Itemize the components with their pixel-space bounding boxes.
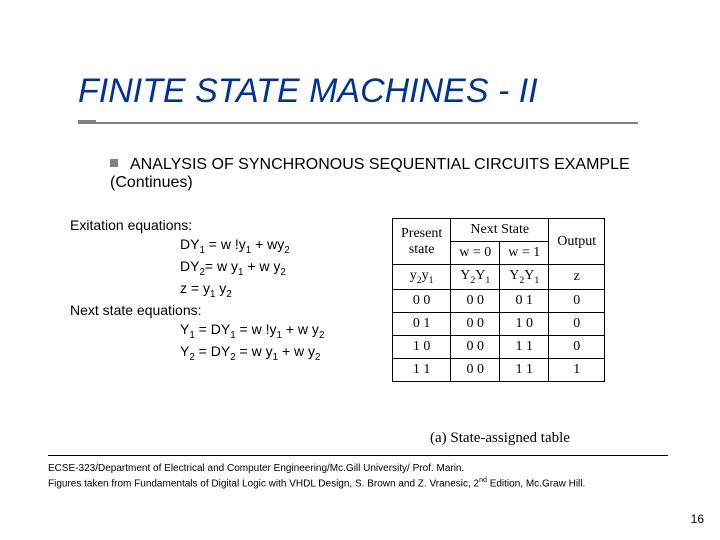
td-z: 0	[549, 335, 605, 358]
nextstate-heading: Next state equations:	[70, 301, 360, 320]
th-sub: 1	[485, 275, 490, 286]
page-number: 16	[691, 512, 704, 526]
eq-sub: 2	[284, 245, 289, 256]
eq-dy2: DY2= w y1 + w y2	[70, 257, 360, 279]
td-ps: 1 1	[393, 358, 451, 381]
td-z: 0	[549, 312, 605, 335]
footer-text: ECSE-323/Department of Electrical and Co…	[48, 462, 678, 490]
th-output: Output	[549, 219, 605, 265]
eq-text: y	[215, 280, 226, 296]
td-w1: 1 0	[500, 312, 549, 335]
eq-text: z = y	[180, 280, 210, 296]
state-table-wrap: Present state Next State Output w = 0 w …	[392, 218, 605, 382]
td-w0: 0 0	[451, 312, 500, 335]
eq-text: = w y	[205, 258, 238, 274]
footer-line2a: Figures taken from Fundamentals of Digit…	[48, 478, 479, 489]
td-w0: 0 0	[451, 335, 500, 358]
th-sub: 1	[534, 275, 539, 286]
eq-text: DY	[180, 258, 199, 274]
th-text: Y	[460, 268, 470, 283]
td-ps: 0 0	[393, 289, 451, 312]
th-w1: w = 1	[500, 242, 549, 265]
eq-dy1: DY1 = w !y1 + wy2	[70, 235, 360, 257]
footer-divider	[48, 455, 668, 456]
footer-line1: ECSE-323/Department of Electrical and Co…	[48, 463, 464, 474]
eq-text: Y	[180, 321, 189, 337]
eq-text: = w !y	[205, 236, 246, 252]
th-present-state: Present state	[393, 219, 451, 265]
th-text: y	[422, 268, 429, 283]
eq-text: + wy	[251, 236, 284, 252]
td-ps: 0 1	[393, 312, 451, 335]
bullet-line: ANALYSIS OF SYNCHRONOUS SEQUENTIAL CIRCU…	[110, 156, 650, 192]
eq-text: = w y	[236, 343, 273, 359]
slide: FINITE STATE MACHINES - II ANALYSIS OF S…	[0, 0, 720, 540]
td-w1: 1 1	[500, 358, 549, 381]
th-text: y	[410, 268, 417, 283]
th-y2y1: y2y1	[393, 265, 451, 290]
th-text: Y	[524, 268, 534, 283]
th-w0: w = 0	[451, 242, 500, 265]
eq-text: + w y	[282, 321, 319, 337]
bullet-text: ANALYSIS OF SYNCHRONOUS SEQUENTIAL CIRCU…	[110, 156, 630, 191]
td-w1: 0 1	[500, 289, 549, 312]
title-underline	[78, 122, 638, 124]
table-caption: (a) State-assigned table	[430, 430, 570, 447]
state-table: Present state Next State Output w = 0 w …	[392, 218, 605, 382]
th-text: Present	[401, 226, 442, 241]
th-z: z	[549, 265, 605, 290]
th-next-state: Next State	[451, 219, 549, 242]
td-w0: 0 0	[451, 358, 500, 381]
eq-ny2: Y2 = DY2 = w y1 + w y2	[70, 342, 360, 364]
th-text: Y	[509, 268, 519, 283]
table-row: Present state Next State Output	[393, 219, 605, 242]
th-sub: 1	[429, 275, 434, 286]
th-text: state	[409, 242, 435, 257]
eq-text: = DY	[195, 343, 230, 359]
footer-line2b: Edition, Mc.Graw Hill.	[487, 478, 585, 489]
td-w1: 1 1	[500, 335, 549, 358]
eq-text: = w !y	[236, 321, 277, 337]
th-Y2Y1-w0: Y2Y1	[451, 265, 500, 290]
th-text: Y	[475, 268, 485, 283]
table-row: 0 1 0 0 1 0 0	[393, 312, 605, 335]
eq-text: = DY	[195, 321, 230, 337]
th-Y2Y1-w1: Y2Y1	[500, 265, 549, 290]
eq-sub: 2	[280, 267, 285, 278]
eq-sub: 2	[315, 352, 320, 363]
td-z: 1	[549, 358, 605, 381]
eq-text: + w y	[278, 343, 315, 359]
exitation-heading: Exitation equations:	[70, 216, 360, 235]
table-row: 1 0 0 0 1 1 0	[393, 335, 605, 358]
eq-text: DY	[180, 236, 199, 252]
equations-block: Exitation equations: DY1 = w !y1 + wy2 D…	[70, 216, 360, 364]
eq-text: Y	[180, 343, 189, 359]
footer-sup: nd	[479, 477, 487, 484]
eq-sub: 2	[226, 289, 231, 300]
eq-ny1: Y1 = DY1 = w !y1 + w y2	[70, 320, 360, 342]
eq-text: + w y	[243, 258, 280, 274]
page-title: FINITE STATE MACHINES - II	[78, 72, 678, 111]
title-area: FINITE STATE MACHINES - II	[78, 72, 678, 111]
td-z: 0	[549, 289, 605, 312]
eq-z: z = y1 y2	[70, 279, 360, 301]
square-bullet-icon	[110, 159, 118, 167]
table-row: 1 1 0 0 1 1 1	[393, 358, 605, 381]
eq-sub: 2	[319, 330, 324, 341]
table-row: y2y1 Y2Y1 Y2Y1 z	[393, 265, 605, 290]
td-ps: 1 0	[393, 335, 451, 358]
td-w0: 0 0	[451, 289, 500, 312]
table-row: 0 0 0 0 0 1 0	[393, 289, 605, 312]
